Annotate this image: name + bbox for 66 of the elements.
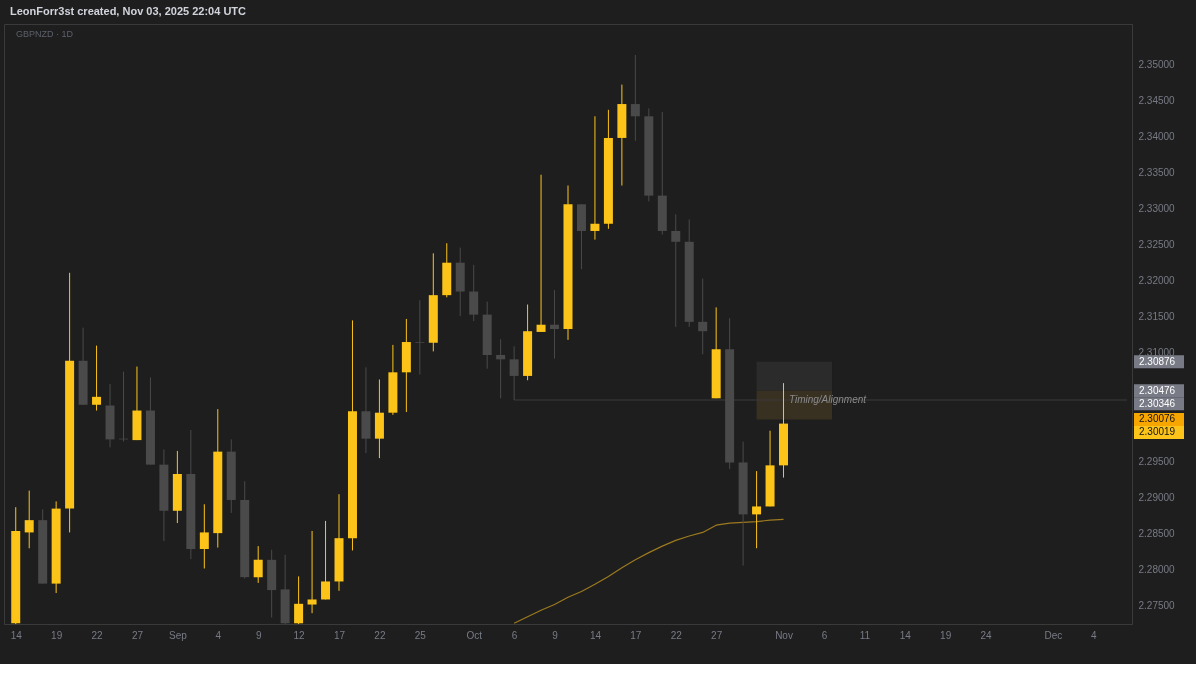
x-tick-label: 14 [589, 629, 602, 641]
text: 2.30346 [1139, 397, 1176, 409]
x-tick-label: 19 [51, 629, 63, 641]
candlestick [199, 503, 209, 569]
candlestick [671, 213, 681, 328]
x-tick-label: 14 [899, 629, 912, 641]
x-tick-label: 11 [859, 629, 871, 641]
candlestick [752, 470, 762, 549]
x-tick-label: 19 [940, 629, 952, 641]
x-tick-label: 9 [255, 629, 262, 641]
y-tick-label: 2.29000 [1138, 491, 1176, 503]
y-tick-label: 2.32000 [1138, 275, 1176, 287]
line-series [513, 518, 785, 624]
candlestick [550, 289, 560, 360]
x-tick-label: 17 [630, 629, 642, 641]
y-tick-label: 2.27500 [1138, 599, 1176, 611]
x-tick-label: 4 [1091, 629, 1098, 641]
candlestick [469, 264, 479, 322]
x-tick-label: 22 [374, 629, 386, 641]
candlestick [92, 345, 102, 412]
candlestick [415, 299, 425, 375]
candlestick [294, 575, 304, 625]
x-tick-label: 17 [333, 629, 346, 641]
candlestick [509, 345, 519, 401]
x-tick-label: 27 [131, 629, 144, 641]
text: GBPNZD · 1D [16, 29, 74, 39]
x-tick-label: 25 [414, 629, 427, 641]
x-tick-label: 4 [215, 629, 222, 641]
candlestick [590, 115, 600, 241]
x-tick-label: Oct [466, 629, 483, 641]
y-tick-label: 2.33500 [1138, 167, 1176, 179]
candlestick [496, 338, 506, 399]
x-tick-label: 14 [10, 629, 23, 641]
candlestick [536, 174, 546, 333]
y-tick-label: 2.28500 [1138, 527, 1176, 539]
x-tick-label: 9 [552, 629, 559, 641]
x-tick-label: Dec [1044, 629, 1063, 641]
y-tick-label: 2.35000 [1138, 58, 1176, 70]
x-tick-label: 24 [980, 629, 993, 641]
text: 2.30476 [1139, 384, 1176, 396]
candlestick [630, 54, 640, 142]
candlestick [24, 490, 34, 549]
x-tick-label: Nov [775, 629, 793, 641]
x-tick-label: 22 [91, 629, 104, 641]
candlestick [698, 278, 708, 355]
x-tick-label: Sep [168, 629, 188, 641]
candlestick [321, 520, 331, 600]
ref-line-label: Timing/Alignment [788, 394, 868, 406]
candlestick [253, 545, 263, 584]
x-tick-label: 12 [293, 629, 306, 641]
x-tick-label: 6 [511, 629, 518, 641]
y-tick-label: 2.32500 [1138, 239, 1176, 251]
text: 2.30019 [1139, 426, 1176, 438]
text: 2.30076 [1139, 413, 1176, 425]
y-tick-label: 2.34500 [1138, 94, 1176, 106]
x-tick-label: 22 [670, 629, 683, 641]
y-tick-label: 2.33000 [1138, 203, 1176, 215]
text: LeonForr3st created, Nov 03, 2025 22:04 UTC [10, 5, 247, 17]
y-tick-label: 2.31500 [1138, 311, 1176, 323]
y-tick-label: 2.28000 [1138, 563, 1176, 575]
candlestick [307, 530, 317, 614]
y-tick-label: 2.34000 [1138, 131, 1176, 142]
x-tick-label: 27 [711, 629, 723, 641]
y-tick-label: 2.29500 [1138, 455, 1176, 467]
x-tick-label: 6 [821, 629, 828, 641]
text: 2.30876 [1139, 355, 1176, 367]
